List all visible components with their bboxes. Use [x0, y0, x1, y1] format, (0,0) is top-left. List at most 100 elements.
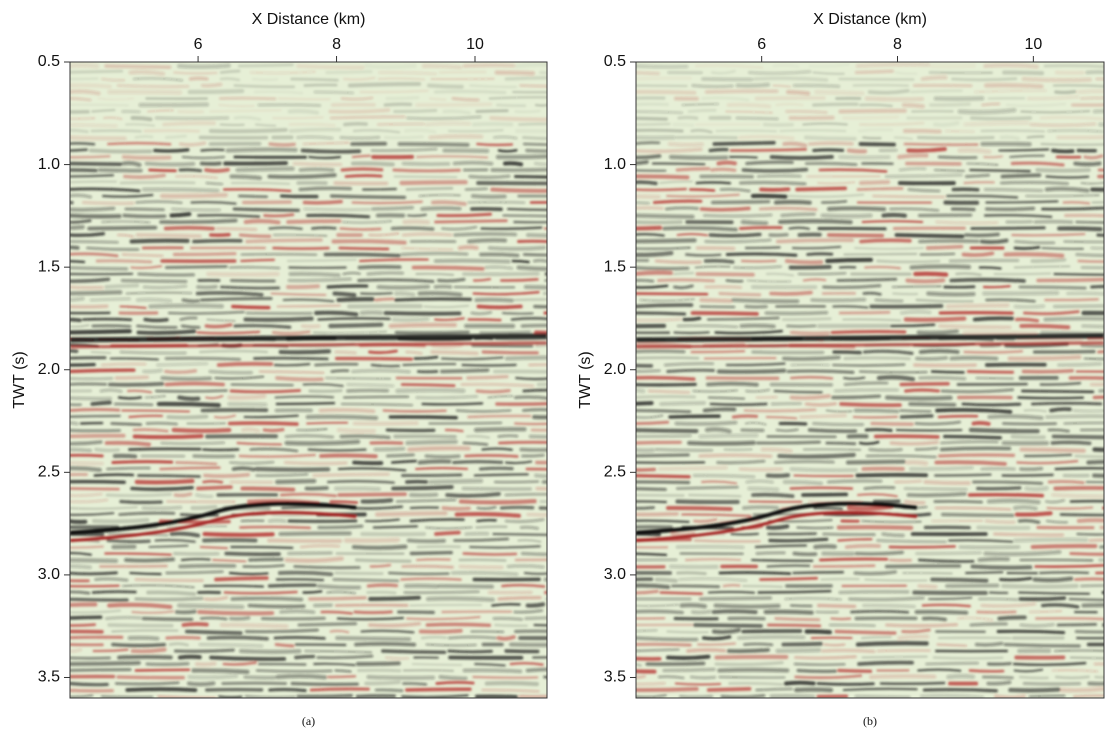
seismic-event [820, 213, 873, 219]
seismic-event [983, 155, 1003, 159]
seismic-event [400, 383, 456, 388]
seismic-event [668, 414, 721, 419]
seismic-event [743, 642, 774, 646]
seismic-event [462, 63, 515, 68]
seismic-event [915, 551, 982, 555]
x-tick-label: 8 [893, 36, 902, 53]
seismic-event [1079, 428, 1104, 432]
seismic-event [495, 154, 547, 160]
seismic-event [817, 603, 857, 608]
seismic-event [260, 616, 326, 621]
seismic-event [90, 351, 112, 354]
seismic-event [70, 656, 111, 660]
seismic-event [434, 317, 465, 322]
seismic-event [368, 621, 421, 628]
seismic-event [203, 596, 229, 601]
y-tick-label: 1.0 [38, 156, 60, 173]
seismic-event [725, 279, 744, 283]
seismic-event [710, 167, 737, 172]
seismic-event [812, 422, 865, 427]
seismic-event [70, 597, 129, 602]
seismic-event [773, 460, 835, 464]
seismic-event [949, 277, 1026, 283]
seismic-event [236, 441, 283, 446]
seismic-event [339, 434, 391, 440]
seismic-event [470, 311, 493, 316]
seismic-event [780, 212, 816, 218]
seismic-event [70, 609, 122, 614]
seismic-event [925, 662, 979, 666]
seismic-event [801, 492, 849, 497]
seismic-event [199, 545, 229, 550]
seismic-event [70, 232, 106, 237]
seismic-event [532, 414, 547, 420]
seismic-event [1013, 245, 1041, 250]
seismic-event [230, 181, 291, 186]
seismic-event [735, 82, 770, 88]
seismic-event [316, 654, 374, 659]
seismic-event [159, 466, 221, 471]
seismic-event [934, 460, 1007, 466]
seismic-event [240, 258, 276, 263]
seismic-event [352, 129, 401, 134]
seismic-event [156, 401, 221, 408]
seismic-event [177, 654, 202, 660]
seismic-event [894, 233, 965, 239]
seismic-event [230, 545, 294, 549]
seismic-event [865, 454, 937, 459]
seismic-event [425, 622, 492, 628]
seismic-event [758, 206, 818, 211]
seismic-event [351, 544, 408, 550]
seismic-event [1021, 77, 1092, 82]
seismic-event [154, 116, 230, 121]
seismic-event [409, 603, 483, 607]
seismic-event [415, 272, 455, 276]
seismic-event [784, 597, 842, 601]
seismic-event [814, 90, 865, 96]
seismic-event [1080, 584, 1104, 588]
seismic-event [903, 487, 968, 491]
seismic-event [117, 234, 135, 238]
seismic-event [199, 616, 228, 621]
seismic-event [366, 271, 405, 276]
y-tick-label: 1.5 [604, 258, 626, 275]
seismic-event [70, 117, 96, 120]
seismic-event [636, 609, 684, 615]
seismic-event [70, 466, 102, 472]
seismic-event [336, 428, 376, 434]
seismic-event [1054, 90, 1077, 95]
seismic-event [436, 212, 492, 218]
seismic-event [118, 511, 176, 516]
seismic-event [1069, 656, 1104, 660]
seismic-event [70, 472, 88, 477]
seismic-event [747, 486, 780, 492]
seismic-event [504, 355, 547, 361]
seismic-event [70, 382, 108, 386]
seismic-event [718, 291, 762, 297]
seismic-event [704, 89, 779, 94]
seismic-event [763, 609, 814, 615]
seismic-event [1039, 115, 1104, 121]
seismic-event [451, 97, 480, 102]
seismic-event [471, 344, 534, 348]
seismic-event [208, 128, 288, 134]
seismic-event [636, 174, 690, 180]
seismic-event [332, 578, 400, 583]
seismic-event [636, 160, 649, 166]
seismic-event [402, 219, 430, 225]
seismic-event [1010, 161, 1065, 167]
seismic-event [452, 160, 494, 166]
seismic-event [944, 129, 975, 133]
seismic-event [825, 257, 873, 263]
seismic-event [97, 97, 135, 101]
seismic-event [1041, 247, 1084, 250]
seismic-event [874, 298, 904, 303]
seismic-event [116, 84, 190, 88]
seismic-event [864, 428, 893, 432]
seismic-event [435, 681, 475, 685]
seismic-event [533, 623, 547, 627]
seismic-event [1043, 316, 1104, 322]
seismic-event [117, 396, 143, 400]
seismic-event [82, 201, 135, 205]
seismic-event [411, 663, 463, 666]
